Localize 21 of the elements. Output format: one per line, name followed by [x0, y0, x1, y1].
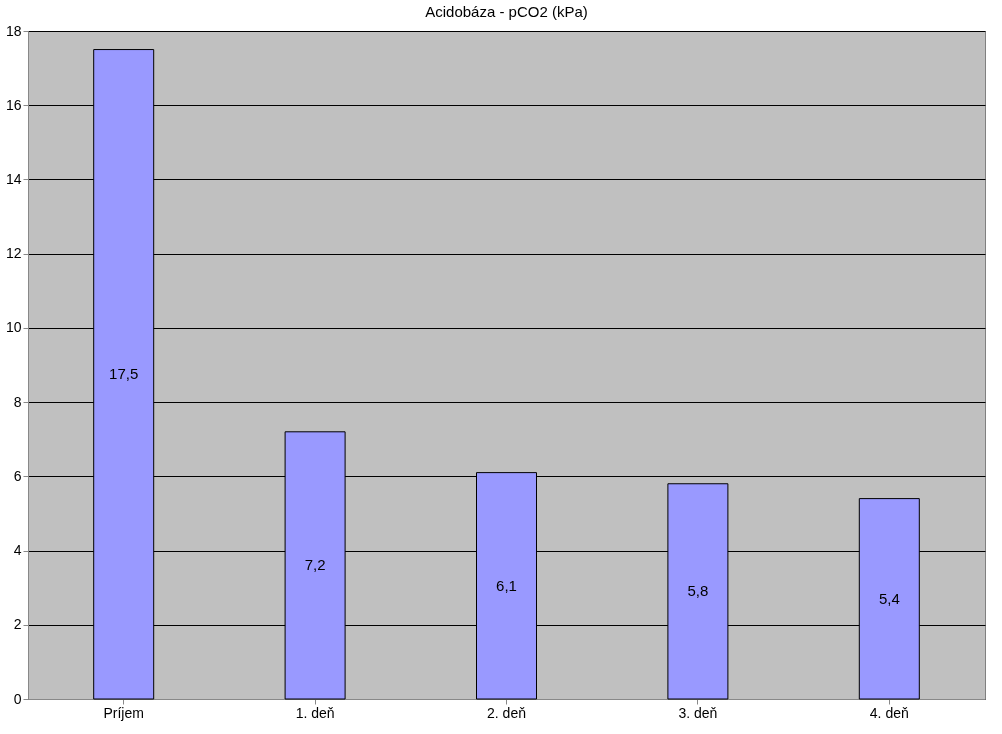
data-label: 7,2 — [304, 556, 326, 574]
data-label: 5,8 — [687, 582, 709, 600]
y-tick-label: 4 — [13, 542, 22, 559]
y-tick-label: 14 — [5, 170, 22, 187]
x-tick-label: 2. deň — [487, 704, 526, 721]
y-tick-label: 0 — [13, 690, 22, 707]
x-tick-label: 1. deň — [295, 704, 335, 721]
y-tick-label: 2 — [13, 616, 22, 633]
x-tick-label: 4. deň — [869, 704, 909, 721]
x-tick-label: 3. deň — [678, 704, 718, 721]
y-tick-label: 16 — [5, 96, 22, 113]
y-tick-label: 12 — [5, 245, 22, 262]
x-tick-label: Príjem — [103, 704, 144, 721]
y-tick-label: 10 — [5, 319, 22, 336]
data-label: 5,4 — [878, 589, 900, 607]
data-label: 17,5 — [109, 365, 139, 383]
y-tick-label: 6 — [13, 467, 22, 484]
chart-title: Acidobáza - pCO2 (kPa) — [425, 3, 588, 20]
data-label: 6,1 — [496, 576, 517, 594]
y-tick-label: 8 — [13, 393, 22, 410]
y-tick-label: 18 — [5, 22, 22, 39]
